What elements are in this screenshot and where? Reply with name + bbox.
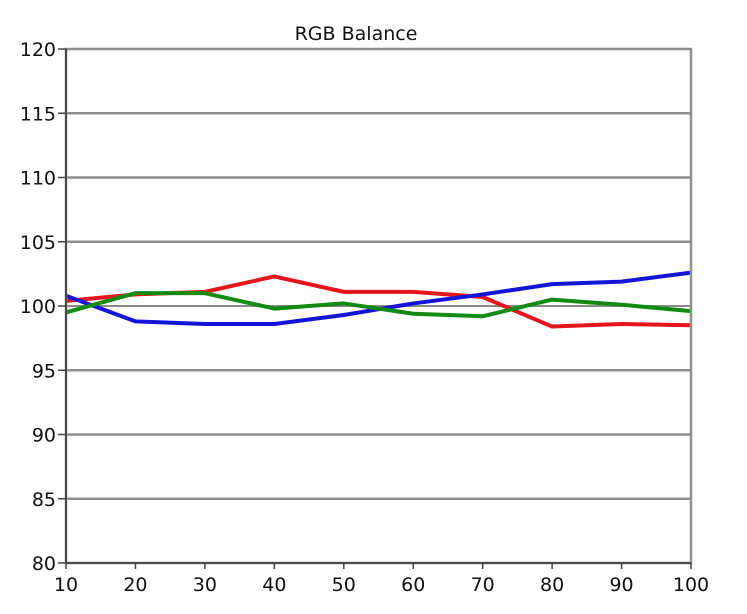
- x-tick-label-90: 90: [609, 574, 633, 596]
- x-tick-label-80: 80: [540, 574, 564, 596]
- y-tick-label-110: 110: [20, 168, 56, 190]
- y-axis-ticks: 80 85 90 95 100 105 110 115 120: [20, 39, 66, 575]
- y-tick-label-80: 80: [32, 553, 56, 575]
- y-tick-label-95: 95: [32, 360, 56, 382]
- y-tick-label-90: 90: [32, 425, 56, 447]
- y-tick-label-115: 115: [20, 103, 56, 125]
- series-line-green: [65, 291, 692, 319]
- x-tick-label-40: 40: [262, 574, 286, 596]
- y-tick-label-85: 85: [32, 489, 56, 511]
- x-tick-label-20: 20: [123, 574, 147, 596]
- x-tick-label-50: 50: [332, 574, 356, 596]
- x-tick-label-70: 70: [471, 574, 495, 596]
- x-tick-label-30: 30: [193, 574, 217, 596]
- x-tick-label-60: 60: [401, 574, 425, 596]
- x-axis-ticks: 10 20 30 40 50 60 70 80 90 100: [54, 563, 709, 596]
- x-tick-label-100: 100: [673, 574, 709, 596]
- y-tick-label-105: 105: [20, 232, 56, 254]
- series-lines: [65, 270, 692, 329]
- y-tick-label-100: 100: [20, 296, 56, 318]
- grid-lines: [66, 112, 691, 500]
- series-line-blue: [65, 270, 692, 326]
- x-tick-label-10: 10: [54, 574, 78, 596]
- chart-title: RGB Balance: [295, 23, 418, 45]
- y-tick-label-120: 120: [20, 39, 56, 61]
